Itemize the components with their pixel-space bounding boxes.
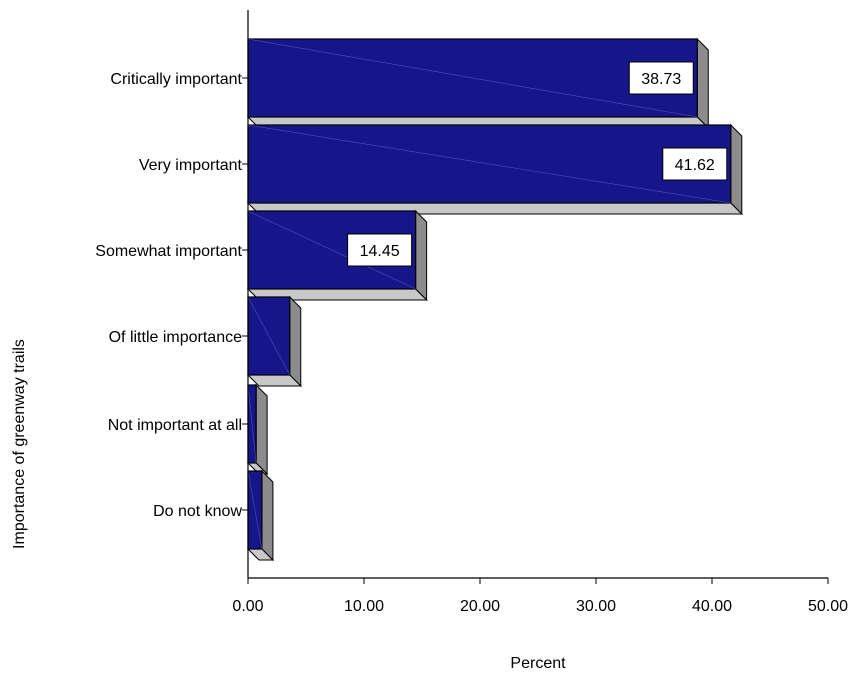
data-label-text: 14.45 bbox=[360, 243, 400, 260]
bar-5 bbox=[248, 471, 273, 560]
category-label: Critically important bbox=[110, 71, 242, 88]
x-tick-label: 40.00 bbox=[692, 598, 732, 615]
y-axis-title: Importance of greenway trails bbox=[11, 339, 28, 549]
data-label: 14.45 bbox=[348, 234, 412, 266]
bar-side-face bbox=[697, 39, 708, 128]
x-tick-label: 50.00 bbox=[808, 598, 848, 615]
bar-side-face bbox=[256, 385, 267, 474]
data-label: 41.62 bbox=[663, 148, 727, 180]
bar-side-face bbox=[290, 297, 301, 386]
category-label: Do not know bbox=[153, 503, 242, 520]
category-label: Of little importance bbox=[109, 329, 242, 346]
x-tick-labels: 0.00 10.00 20.00 30.00 40.00 50.00 bbox=[232, 578, 848, 615]
category-labels: Critically important Very important Somewh… bbox=[95, 71, 248, 520]
bar-side-face bbox=[262, 471, 273, 560]
x-tick-label: 10.00 bbox=[344, 598, 384, 615]
x-tick-label: 30.00 bbox=[576, 598, 616, 615]
category-label: Very important bbox=[139, 157, 243, 174]
category-label: Somewhat important bbox=[95, 243, 242, 260]
category-label: Not important at all bbox=[108, 417, 242, 434]
x-tick-label: 20.00 bbox=[460, 598, 500, 615]
data-label-text: 38.73 bbox=[641, 71, 681, 88]
data-label-text: 41.62 bbox=[675, 157, 715, 174]
bar-side-face bbox=[731, 125, 742, 214]
bar-side-face bbox=[416, 211, 427, 300]
bars-group bbox=[248, 39, 742, 560]
x-tick-label: 0.00 bbox=[232, 598, 263, 615]
bar-3 bbox=[248, 297, 301, 386]
bar-4 bbox=[248, 385, 267, 474]
data-label: 38.73 bbox=[629, 62, 693, 94]
x-axis-title: Percent bbox=[510, 655, 566, 672]
